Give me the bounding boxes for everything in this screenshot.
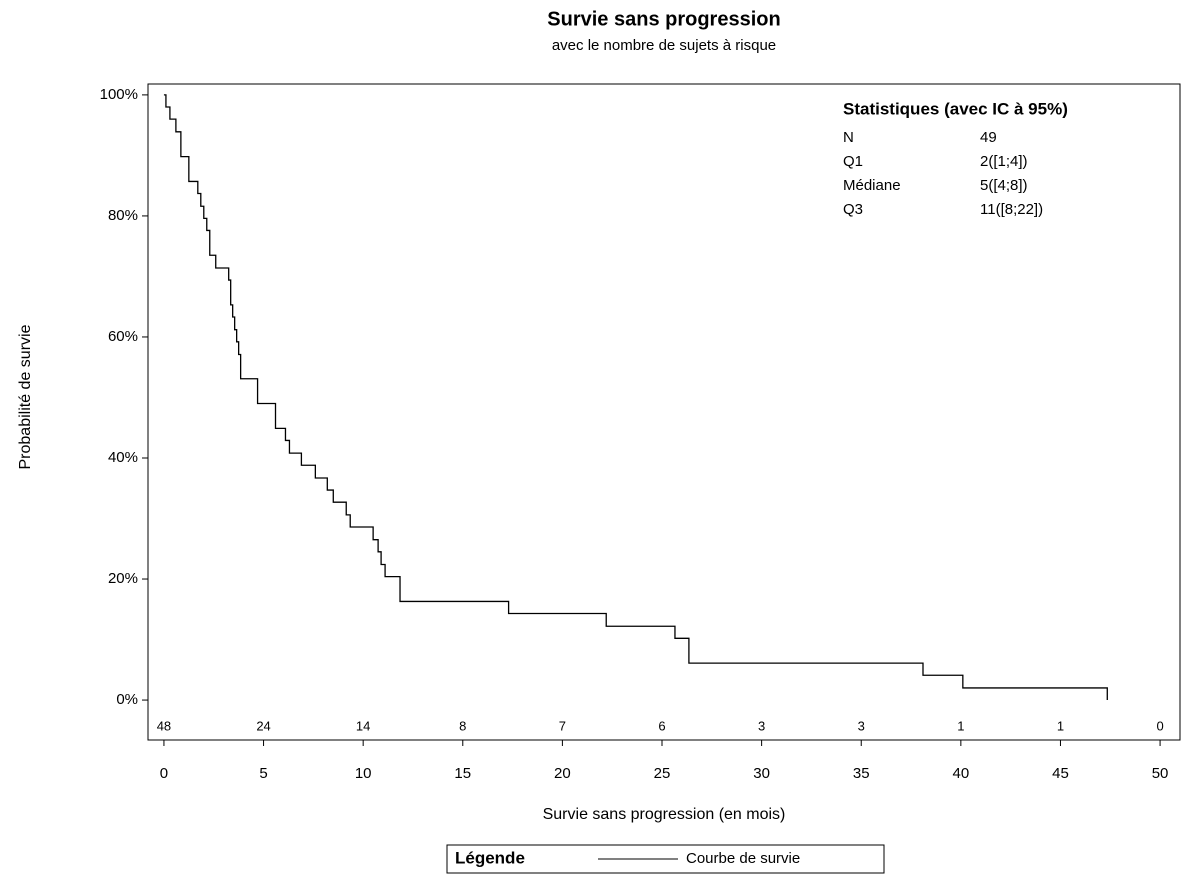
- survival-curve: [163, 94, 1108, 701]
- at-risk-count: 24: [256, 718, 270, 733]
- at-risk-count: 48: [157, 718, 171, 733]
- x-tick-label: 5: [259, 765, 267, 782]
- y-tick-label: 0%: [116, 691, 138, 708]
- stats-value: 11([8;22]): [980, 201, 1043, 218]
- x-tick-label: 20: [554, 765, 571, 782]
- at-risk-count: 8: [459, 718, 466, 733]
- stats-label: Q1: [843, 153, 863, 170]
- plot-frame: [147, 83, 1181, 741]
- x-tick-label: 30: [753, 765, 770, 782]
- y-tick-label: 20%: [108, 570, 138, 587]
- stats-value: 5([4;8]): [980, 177, 1028, 194]
- x-tick-label: 15: [454, 765, 471, 782]
- x-tick-label: 40: [953, 765, 970, 782]
- legend-title: Légende: [455, 848, 525, 867]
- at-risk-count: 14: [356, 718, 370, 733]
- stats-title: Statistiques (avec IC à 95%): [843, 99, 1068, 118]
- at-risk-count: 1: [1057, 718, 1064, 733]
- stats-value: 49: [980, 129, 997, 146]
- stats-label: Médiane: [843, 177, 901, 194]
- at-risk-count: 3: [758, 718, 765, 733]
- x-tick-label: 0: [160, 765, 168, 782]
- at-risk-count: 6: [658, 718, 665, 733]
- y-tick-label: 40%: [108, 449, 138, 466]
- legend-label: Courbe de survie: [686, 850, 800, 867]
- y-tick-label: 100%: [100, 86, 138, 103]
- x-tick-label: 50: [1152, 765, 1169, 782]
- y-tick-label: 80%: [108, 207, 138, 224]
- chart-subtitle: avec le nombre de sujets à risque: [552, 37, 776, 54]
- stats-label: N: [843, 129, 854, 146]
- stats-label: Q3: [843, 201, 863, 218]
- x-axis-label: Survie sans progression (en mois): [543, 806, 786, 823]
- stats-value: 2([1;4]): [980, 153, 1028, 170]
- y-axis-label: Probabilité de survie: [17, 324, 34, 469]
- x-tick-label: 35: [853, 765, 870, 782]
- chart-title: Survie sans progression: [547, 8, 780, 30]
- at-risk-count: 0: [1156, 718, 1163, 733]
- y-tick-label: 60%: [108, 328, 138, 345]
- x-tick-label: 25: [654, 765, 671, 782]
- at-risk-count: 1: [957, 718, 964, 733]
- at-risk-count: 3: [858, 718, 865, 733]
- at-risk-count: 7: [559, 718, 566, 733]
- x-tick-label: 45: [1052, 765, 1069, 782]
- x-tick-label: 10: [355, 765, 372, 782]
